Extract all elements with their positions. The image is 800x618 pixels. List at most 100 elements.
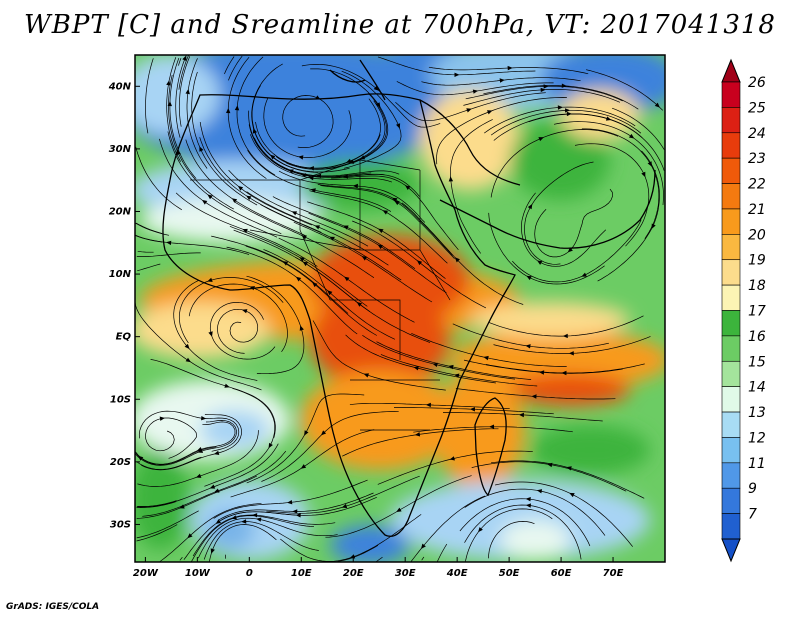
streamline-arrow <box>472 89 479 94</box>
streamline-arrow <box>518 412 524 418</box>
streamline-arrow <box>166 240 172 246</box>
streamline-arrow <box>249 286 255 291</box>
streamline-arrow <box>539 370 545 375</box>
streamline-arrow <box>308 176 314 181</box>
streamline-arrow <box>396 123 401 129</box>
streamline-arrow <box>321 430 327 436</box>
streamline-arrow <box>295 513 301 518</box>
streamline-arrow <box>414 432 421 437</box>
streamline-arrow <box>310 188 316 193</box>
lon-label: 70E <box>603 568 624 579</box>
streamline-arrow <box>329 236 335 241</box>
streamline-arrow <box>185 88 190 95</box>
streamline <box>136 252 201 257</box>
lat-label: 30N <box>109 144 132 155</box>
streamline-arrow <box>207 194 213 200</box>
colorbar-label: 7 <box>748 507 757 523</box>
streamline-arrow <box>527 203 533 210</box>
streamline-arrow <box>392 197 398 203</box>
streamline <box>611 107 665 150</box>
streamline-arrow <box>213 450 220 455</box>
streamline-arrow <box>566 111 572 117</box>
streamline-arrow <box>499 78 505 83</box>
streamline <box>178 55 189 90</box>
colorbar-label: 20 <box>748 227 766 243</box>
streamline <box>191 515 315 562</box>
streamline <box>135 235 163 243</box>
streamline-arrow <box>291 211 298 216</box>
lon-label: 0 <box>246 568 253 579</box>
streamline-arrow <box>421 543 426 549</box>
streamline-arrow <box>252 513 258 518</box>
streamline <box>203 521 319 560</box>
streamline <box>136 524 178 542</box>
streamlines <box>135 55 665 562</box>
colorbar-swatch <box>721 411 741 438</box>
streamline-arrow <box>466 108 472 113</box>
colorbar-swatch <box>721 437 741 464</box>
colorbar-label: 24 <box>748 126 766 142</box>
colorbar-label: 23 <box>748 151 766 167</box>
streamline-arrow <box>449 456 455 461</box>
streamline-arrow <box>454 72 460 77</box>
streamline-arrow <box>454 257 460 263</box>
streamline-arrow <box>292 509 298 514</box>
streamline-arrow <box>375 102 381 108</box>
streamline-arrow <box>256 517 262 522</box>
map-title: WBPT [C] and Sreamline at 700hPa, VT: 20… <box>24 10 776 40</box>
streamline <box>135 146 182 211</box>
colorbar-label: 18 <box>748 278 766 294</box>
streamline-arrow <box>562 333 568 339</box>
streamline-arrow <box>301 235 307 240</box>
streamline-arrow <box>179 504 185 509</box>
streamline-arrow <box>405 185 411 190</box>
lon-label: 40E <box>446 568 468 579</box>
streamline-arrow <box>299 257 305 262</box>
longitude-axis: 20W 10W 0 10E 20E 30E 40E 50E 60E 70E <box>133 557 624 579</box>
colorbar-label: 16 <box>748 329 766 345</box>
streamline-arrow <box>215 519 221 524</box>
streamline-arrow <box>346 158 352 163</box>
streamline-arrow <box>540 87 546 93</box>
grads-credit: GrADS: IGES/COLA <box>6 602 100 612</box>
lon-label: 50E <box>499 568 520 579</box>
streamline-arrow <box>567 247 573 253</box>
colorbar-swatch <box>721 81 741 108</box>
streamline <box>178 56 191 127</box>
streamline <box>179 556 183 561</box>
streamline-arrow <box>344 276 350 282</box>
colorbar-swatch <box>721 386 741 413</box>
streamline-arrow <box>489 424 495 429</box>
streamline-arrow <box>413 366 419 371</box>
streamline <box>488 521 535 559</box>
streamline-arrow <box>581 272 587 277</box>
colorbar-swatch <box>721 259 741 286</box>
streamline-arrow <box>526 275 532 281</box>
streamline-arrow <box>210 548 215 554</box>
streamline <box>586 69 664 111</box>
streamline-arrow <box>304 430 309 436</box>
streamline-arrow <box>378 228 384 234</box>
streamline <box>137 250 154 253</box>
streamline-arrow <box>176 149 181 156</box>
latitude-axis: 40N 30N 20N 10N EQ 10S 20S 30S <box>108 81 140 530</box>
map-plot-area <box>135 55 665 562</box>
streamline-arrow <box>363 373 369 378</box>
streamline-arrow <box>182 55 187 61</box>
colorbar-label: 17 <box>748 304 766 320</box>
colorbar-swatch <box>721 310 741 337</box>
streamline-arrow <box>209 484 216 489</box>
streamline-arrow <box>207 277 213 282</box>
streamline-arrow <box>454 373 460 378</box>
streamline-arrow <box>252 128 257 134</box>
colorbar-label: 13 <box>748 405 766 421</box>
colorbar-label: 26 <box>748 75 766 91</box>
streamline-arrow <box>312 282 318 288</box>
streamline-arrow <box>298 155 304 160</box>
colorbar-label: 25 <box>748 100 766 116</box>
streamline-arrow <box>416 260 423 266</box>
streamline-arrow <box>308 166 314 171</box>
streamline-arrow <box>469 407 475 412</box>
streamline-arrow <box>341 503 348 509</box>
